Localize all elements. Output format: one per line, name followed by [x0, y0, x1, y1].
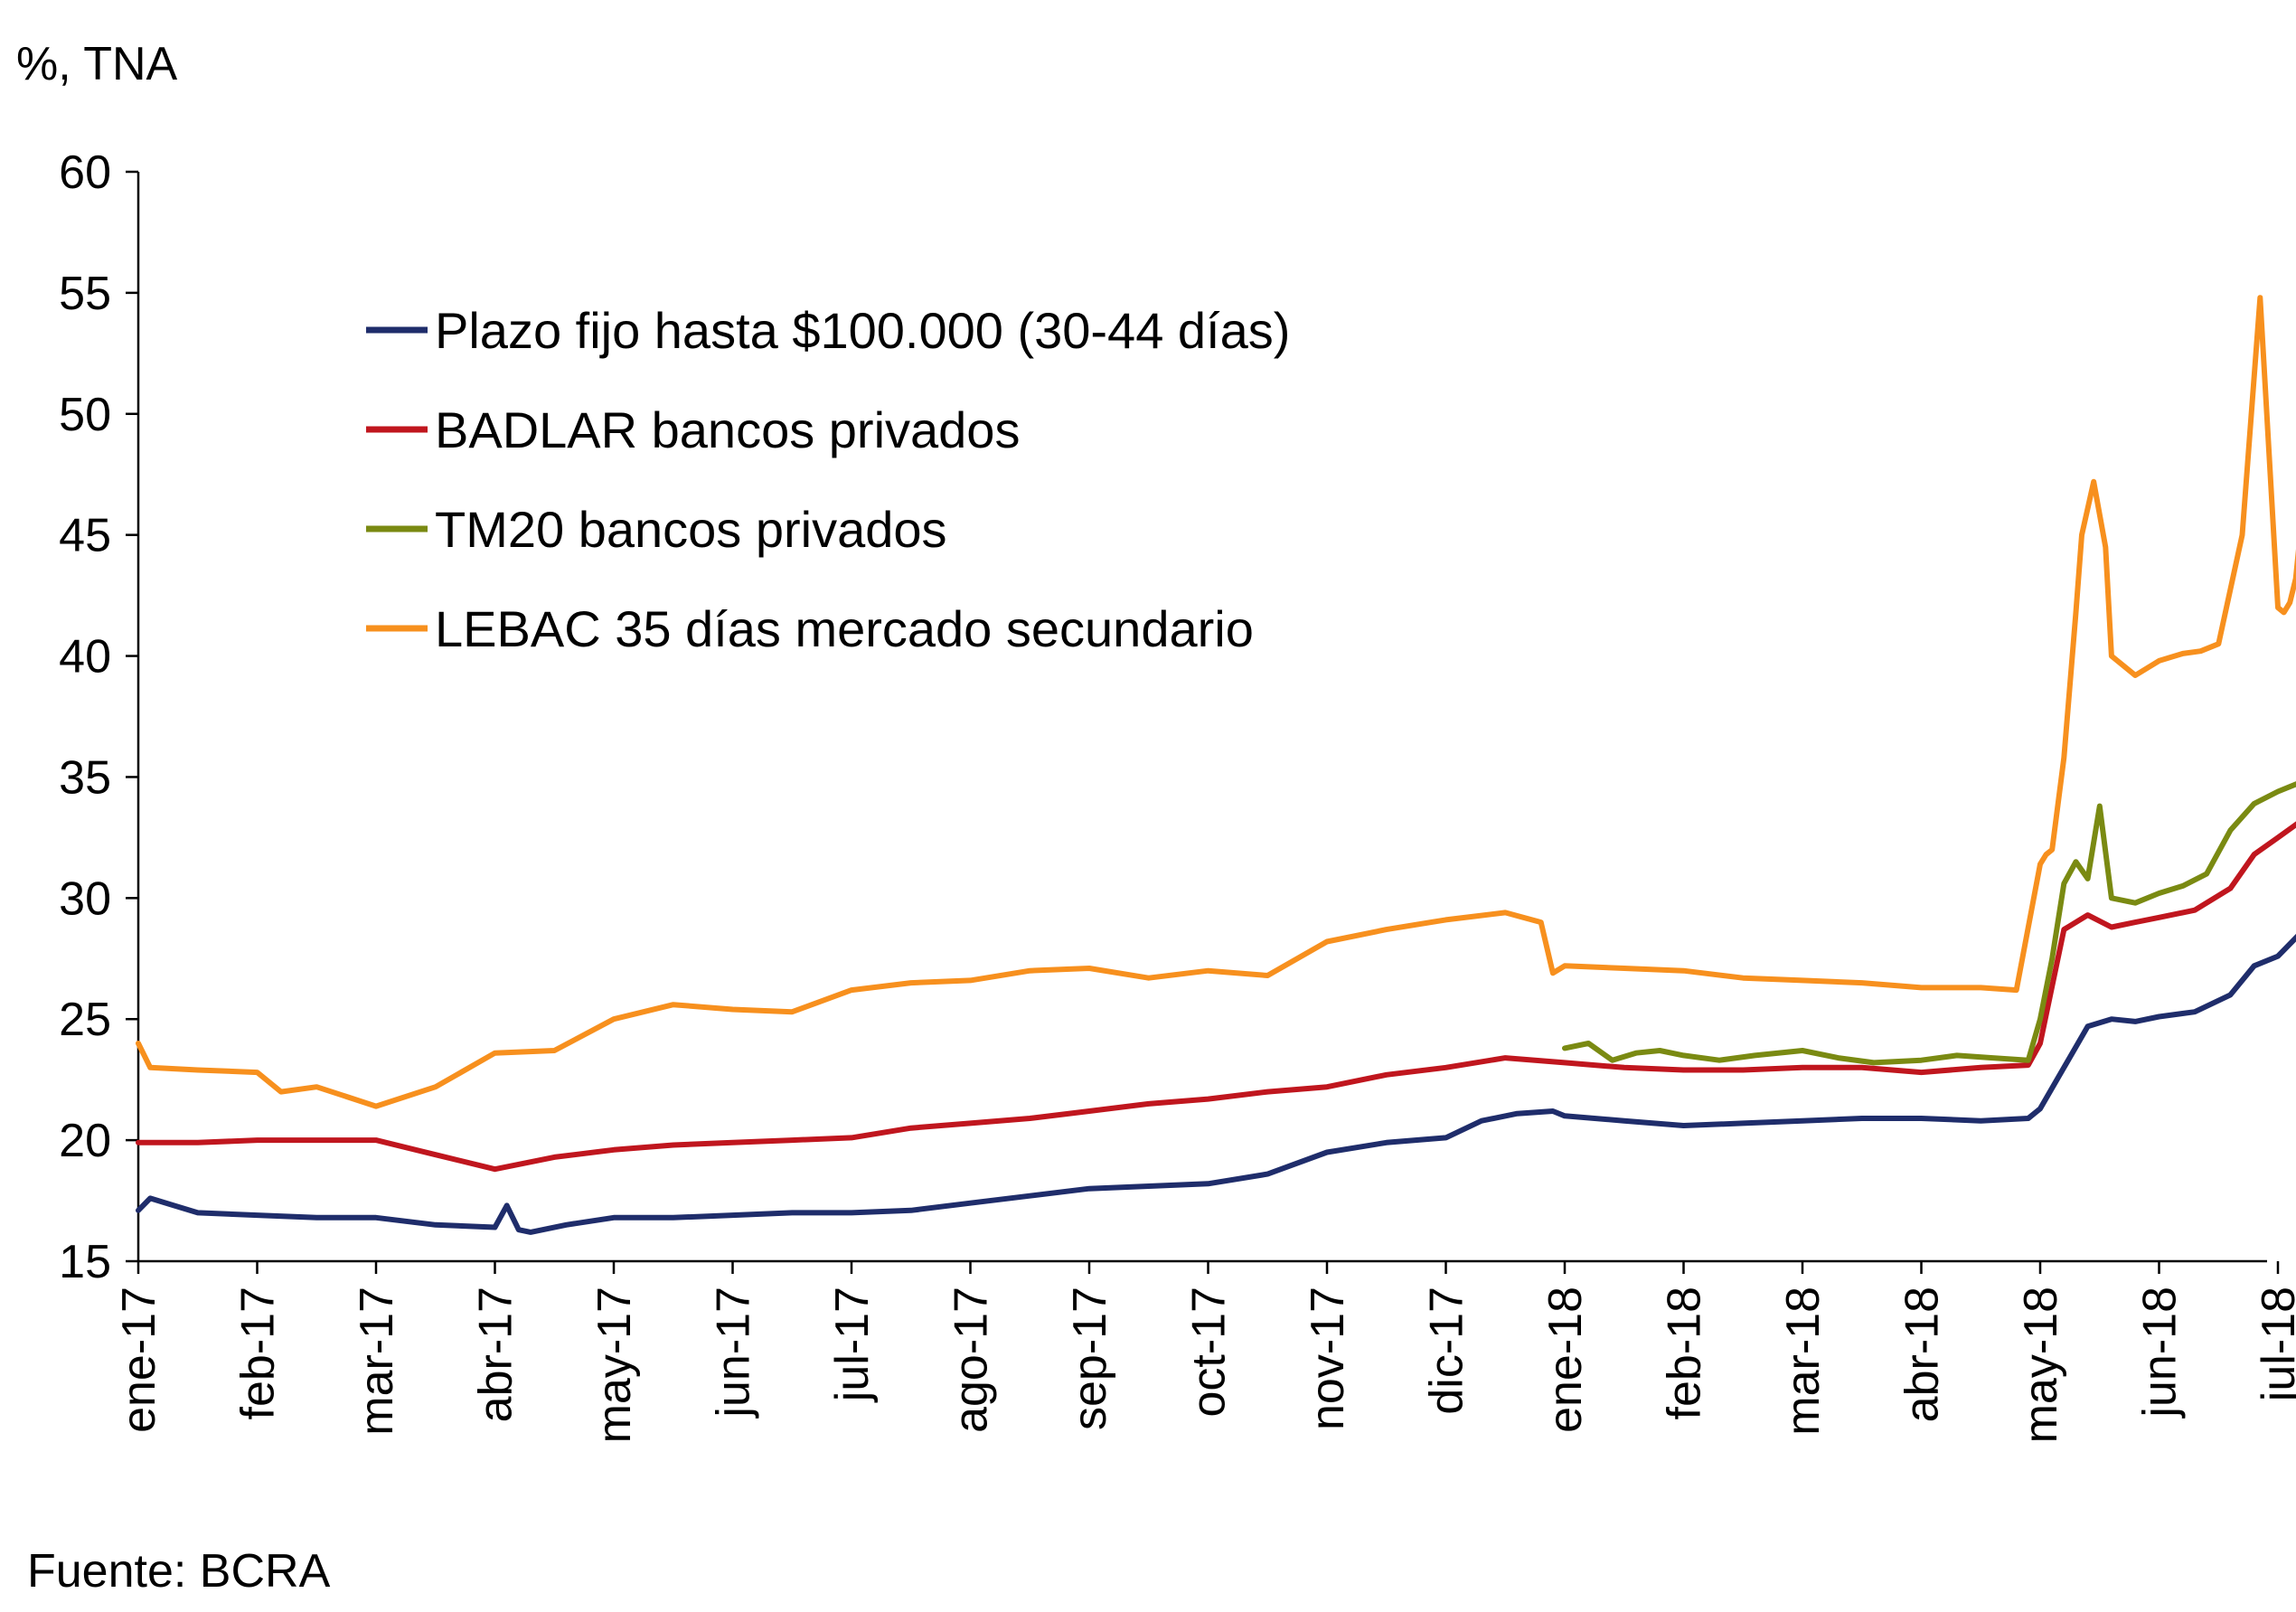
x-tick-label: mar-18 — [1777, 1287, 1830, 1436]
legend-label: Plazo fijo hasta $100.000 (30-44 días) — [435, 302, 1290, 359]
legend-label: BADLAR bancos privados — [435, 401, 1020, 458]
x-tick-label: feb-18 — [1659, 1287, 1711, 1419]
y-tick-label: 30 — [59, 872, 111, 925]
x-tick-label: jun-17 — [708, 1287, 760, 1419]
x-tick-label: abr-17 — [470, 1287, 522, 1422]
x-tick-label: oct-17 — [1183, 1287, 1236, 1418]
y-axis-ticks: 15 20 25 30 35 40 45 50 55 60 — [59, 146, 138, 1288]
y-tick-label: 15 — [59, 1236, 111, 1288]
y-tick-label: 55 — [59, 268, 111, 320]
x-tick-label: ago-17 — [946, 1287, 998, 1433]
y-tick-label: 60 — [59, 146, 111, 199]
x-tick-label: mar-17 — [351, 1287, 403, 1436]
x-tick-label: may-18 — [2015, 1287, 2067, 1443]
source-note: Fuente: BCRA — [27, 1545, 331, 1598]
x-tick-label: dic-17 — [1421, 1287, 1473, 1415]
series-line-2 — [1562, 781, 2296, 1066]
y-tick-label: 50 — [59, 389, 111, 441]
x-tick-label: feb-17 — [232, 1287, 285, 1419]
series-line-3 — [136, 295, 2296, 1109]
x-axis-ticks: ene-17 feb-17 mar-17 abr-17 may-17 jun-17 jul-… — [113, 1261, 2296, 1443]
y-tick-label: 45 — [59, 510, 111, 562]
legend-label: LEBAC 35 días mercado secundario — [435, 600, 1254, 657]
y-tick-label: 20 — [59, 1115, 111, 1167]
x-tick-label: nov-17 — [1302, 1287, 1354, 1430]
y-tick-label: 40 — [59, 631, 111, 683]
y-axis-label: %, TNA — [16, 38, 178, 90]
x-tick-label: jul-18 — [2253, 1287, 2296, 1403]
legend: Plazo fijo hasta $100.000 (30-44 días) BA… — [366, 302, 1290, 657]
x-tick-label: ene-18 — [1539, 1287, 1592, 1433]
y-tick-label: 25 — [59, 994, 111, 1046]
axes — [136, 172, 2267, 1263]
legend-label: TM20 bancos privados — [435, 501, 947, 558]
x-tick-label: ene-17 — [113, 1287, 165, 1433]
x-tick-label: jun-18 — [2134, 1287, 2187, 1419]
x-tick-label: jul-17 — [826, 1287, 879, 1403]
x-tick-label: may-17 — [588, 1287, 641, 1443]
x-tick-label: abr-18 — [1896, 1287, 1949, 1422]
series-lines — [136, 295, 2296, 1235]
x-tick-label: sep-17 — [1064, 1287, 1116, 1430]
y-tick-label: 35 — [59, 751, 111, 804]
series-line-0 — [136, 933, 2296, 1235]
series-line-1 — [136, 821, 2296, 1173]
